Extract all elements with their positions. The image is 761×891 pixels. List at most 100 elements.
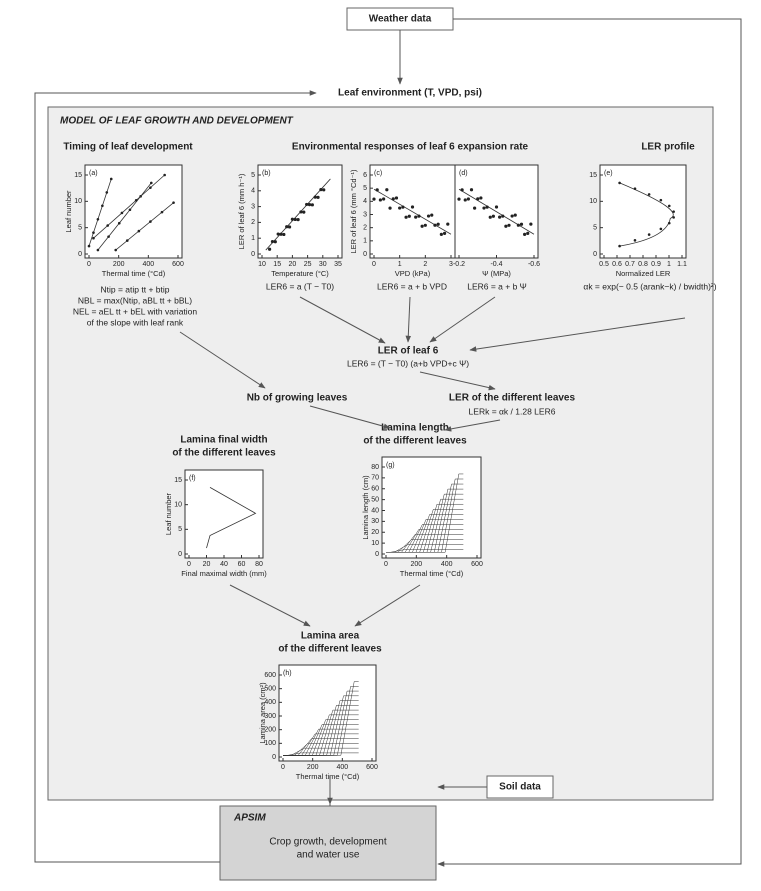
point [476, 197, 480, 201]
equation: Ntip = atip tt + btip [101, 284, 170, 294]
apsim-text: Crop growth, development [269, 837, 387, 848]
y-tick-label: 500 [264, 686, 276, 693]
point [667, 221, 671, 225]
y-axis-label: Leaf number [64, 190, 73, 233]
section-title: LER profile [641, 142, 695, 153]
x-tick-label: 200 [113, 261, 125, 268]
equation: αk = exp(− 0.5 (arank−k) / bwidth)²) [583, 281, 716, 291]
line [93, 174, 165, 239]
point [526, 231, 530, 235]
equation: LER6 = a + b Ψ [467, 281, 527, 291]
x-tick-label: 600 [172, 261, 184, 268]
plot-content [386, 473, 464, 553]
x-axis-label: Normalized LER [616, 269, 671, 278]
point [305, 202, 309, 207]
y-tick-label: 5 [78, 225, 82, 232]
y-tick-label: 3 [251, 203, 255, 210]
line [373, 188, 452, 235]
y-tick-label: 10 [74, 198, 82, 205]
panel-label: (e) [604, 170, 613, 177]
point [473, 206, 477, 210]
point [618, 244, 621, 248]
point [659, 198, 663, 202]
x-tick-label: 30 [319, 261, 327, 268]
x-tick-label: 0 [372, 261, 376, 268]
point [114, 248, 117, 252]
point [149, 220, 152, 223]
point [446, 222, 450, 226]
x-tick-label: -0.6 [528, 261, 540, 268]
x-tick-label: 3 [449, 261, 453, 268]
point [285, 225, 289, 229]
x-tick-label: 600 [366, 764, 378, 771]
point [410, 205, 415, 209]
y-tick-label: 0 [251, 251, 255, 258]
y-axis-label: Lamina area (cm²) [258, 682, 267, 744]
y-tick-label: 0 [375, 551, 379, 558]
x-tick-label: 35 [334, 261, 342, 268]
point [488, 215, 492, 219]
point [494, 205, 499, 209]
environment-label: Leaf environment (T, VPD, psi) [338, 88, 482, 99]
point [439, 232, 443, 236]
equation: LER6 = a + b VPD [377, 281, 447, 291]
point [150, 181, 153, 185]
equation: LER6 = a (T − T0) [266, 281, 334, 291]
x-tick-label: 20 [289, 261, 297, 268]
x-tick-label: 0.6 [612, 261, 622, 268]
soil-label: Soil data [499, 782, 541, 793]
section-title: Environmental responses of leaf 6 expans… [292, 142, 529, 153]
equation: NBL = max(Ntip, aBL tt + bBL) [78, 295, 192, 305]
node-title: of the different leaves [363, 436, 467, 447]
x-tick-label: 0 [281, 764, 285, 771]
x-axis-label: Thermal time (°Cd) [400, 569, 464, 578]
panel-label: (b) [262, 170, 271, 177]
x-tick-label: 0.7 [625, 261, 635, 268]
node-title: Lamina length [381, 423, 449, 434]
point [433, 223, 437, 227]
node-title: Lamina area [301, 631, 360, 642]
point [407, 214, 411, 218]
point [276, 232, 280, 236]
y-tick-label: 400 [264, 699, 276, 706]
point [319, 188, 323, 192]
y-tick-label: 5 [178, 526, 182, 533]
point [388, 206, 392, 210]
equation: LERk = αk / 1.28 LER6 [469, 406, 556, 416]
y-tick-label: 2 [251, 219, 255, 226]
x-tick-label: 0 [87, 261, 91, 268]
y-tick-label: 5 [593, 225, 597, 232]
y-tick-label: 0 [178, 551, 182, 558]
point [398, 206, 402, 210]
y-tick-label: 6 [363, 172, 367, 179]
apsim-title: APSIM [233, 813, 266, 824]
y-tick-label: 600 [264, 672, 276, 679]
point [672, 216, 675, 219]
point [268, 247, 272, 251]
plot-frame [184, 469, 264, 559]
point [659, 227, 663, 231]
node-title: LER of the different leaves [449, 393, 576, 404]
x-tick-label: 1 [398, 261, 402, 268]
point [516, 223, 520, 227]
point [310, 203, 314, 207]
x-tick-label: 0.9 [651, 261, 661, 268]
plot-frame [84, 164, 183, 259]
point [270, 239, 275, 244]
point [672, 210, 675, 213]
line [386, 473, 464, 553]
point [290, 217, 294, 221]
y-tick-label: 2 [363, 225, 367, 232]
node-title: of the different leaves [278, 644, 382, 655]
point [463, 198, 467, 202]
point [647, 193, 651, 196]
y-tick-label: 5 [251, 172, 255, 179]
x-tick-label: 20 [203, 561, 211, 568]
point [442, 231, 447, 235]
y-tick-label: 60 [371, 486, 379, 493]
x-tick-label: 25 [304, 261, 312, 268]
y-tick-label: 15 [589, 172, 597, 179]
y-tick-label: 5 [363, 185, 367, 192]
point [313, 195, 317, 199]
point [414, 215, 418, 219]
